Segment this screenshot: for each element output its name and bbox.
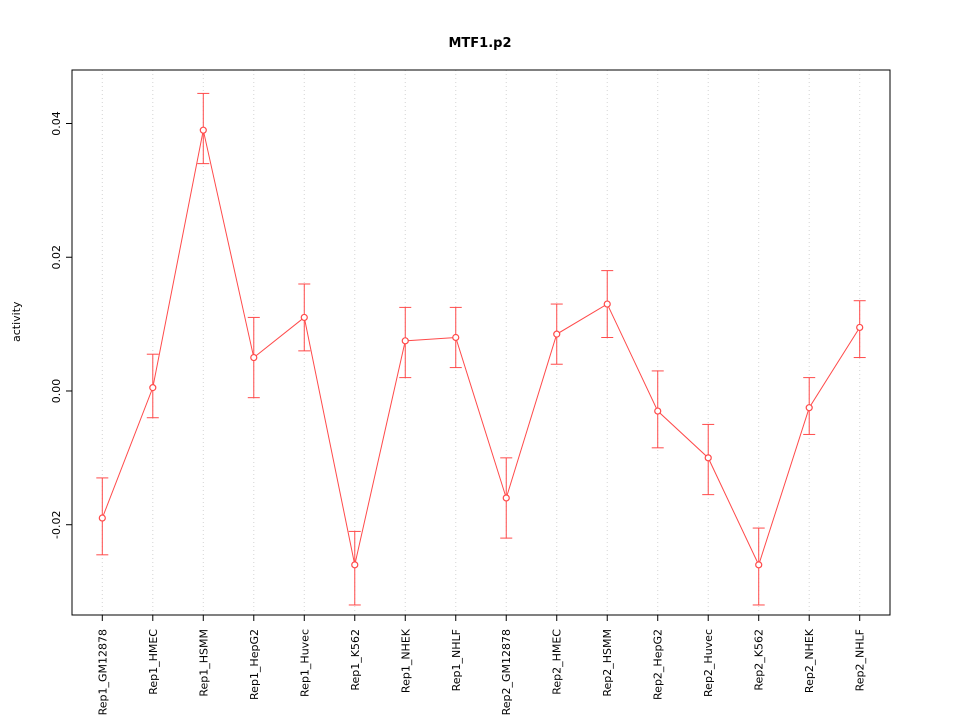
y-tick-label: -0.02 — [50, 510, 63, 538]
data-point — [452, 333, 460, 342]
x-category-label: Rep1_K562 — [349, 629, 362, 691]
data-point — [856, 323, 864, 332]
y-tick-label: 0.04 — [50, 111, 63, 136]
y-tick-label: 0.00 — [50, 379, 63, 404]
x-category-label: Rep2_K562 — [753, 629, 766, 691]
x-category-label: Rep1_NHLF — [450, 629, 463, 691]
x-category-label: Rep1_HSMM — [197, 629, 210, 697]
data-point — [250, 353, 258, 362]
x-category-label: Rep2_HMEC — [551, 629, 564, 695]
chart-title: MTF1.p2 — [448, 36, 512, 51]
data-point — [300, 313, 308, 322]
x-category-label: Rep1_HepG2 — [248, 629, 261, 700]
data-point — [98, 514, 106, 522]
y-tick-label: 0.02 — [50, 245, 63, 270]
x-category-label: Rep1_Huvec — [298, 629, 311, 697]
x-category-label: Rep2_HepG2 — [652, 629, 665, 700]
data-point — [553, 330, 561, 338]
data-point — [351, 561, 359, 569]
x-category-label: Rep2_NHLF — [854, 629, 867, 691]
data-point — [704, 454, 712, 462]
data-point — [805, 404, 813, 412]
x-category-label: Rep2_HSMM — [601, 629, 614, 697]
data-point — [149, 384, 157, 392]
data-point — [603, 300, 611, 308]
plot-border — [71, 69, 891, 616]
data-point — [401, 337, 409, 345]
x-category-label: Rep2_GM12878 — [500, 629, 513, 715]
x-category-label: Rep2_NHEK — [803, 628, 816, 693]
data-point — [502, 494, 510, 502]
data-point — [199, 126, 207, 134]
x-category-label: Rep1_NHEK — [399, 628, 412, 693]
x-category-label: Rep1_GM12878 — [96, 629, 109, 715]
x-category-label: Rep1_HMEC — [147, 629, 160, 695]
data-point — [654, 407, 662, 415]
x-category-label: Rep2_Huvec — [702, 629, 715, 697]
data-point — [755, 561, 763, 569]
series-line — [101, 130, 861, 567]
